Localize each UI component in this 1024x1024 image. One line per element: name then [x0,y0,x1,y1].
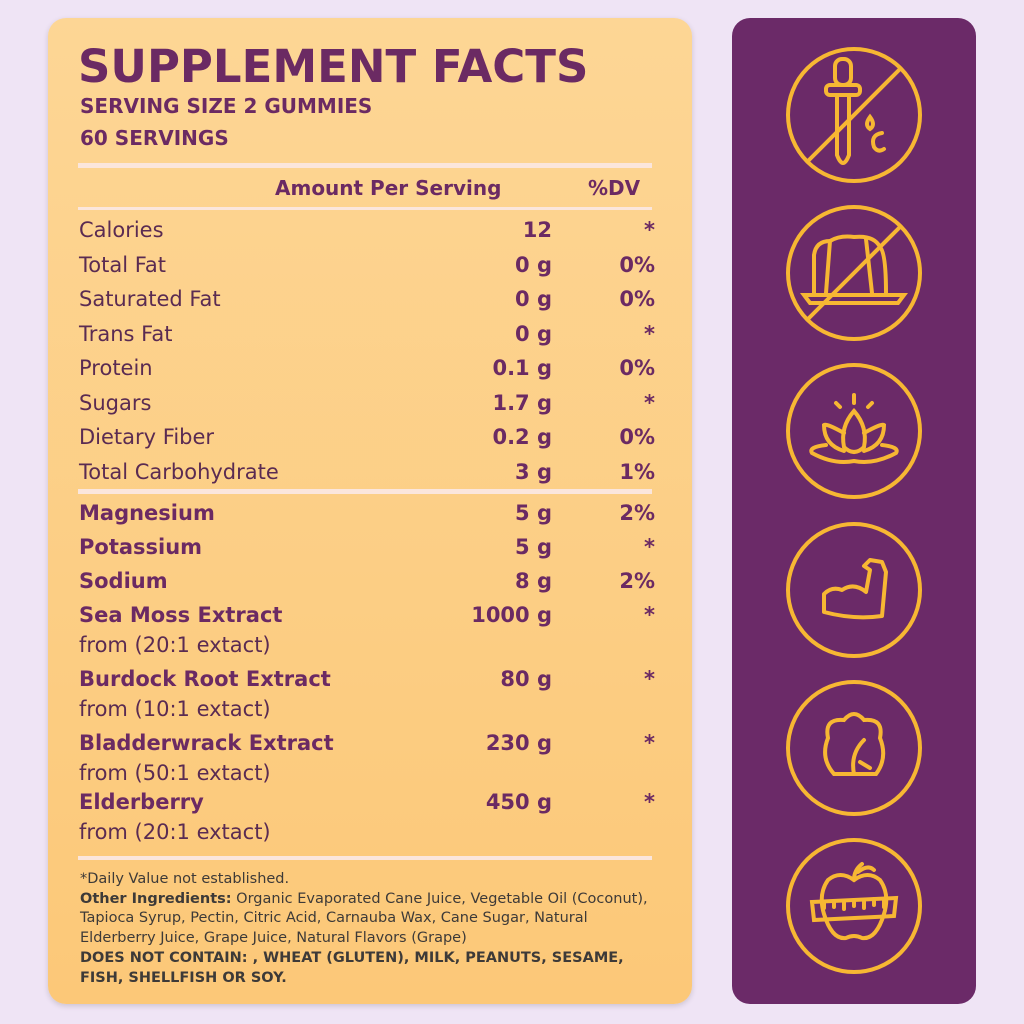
row-label: Calories [79,218,164,242]
row-dv: 2% [619,501,655,525]
row-amount: 0 g [515,322,552,346]
row-label: Total Carbohydrate [79,460,279,484]
table-row: Potassium 5 g * [79,535,655,569]
row-dv: * [644,667,655,691]
divider [78,489,652,494]
row-amount: 0.1 g [492,356,552,380]
row-amount: 3 g [515,460,552,484]
row-label: Sugars [79,391,152,415]
table-row: Sodium 8 g 2% [79,569,655,603]
row-dv: 1% [619,460,655,484]
no-gelatin-icon [786,205,922,341]
row-dv: * [644,218,655,242]
table-row: Calories 12 * [79,218,655,252]
row-label: Protein [79,356,153,380]
row-label: Elderberry [79,790,204,814]
row-label: Sea Moss Extract [79,603,283,627]
row-sublabel: from (20:1 extact) [79,633,271,657]
dv-header: %DV [588,176,641,200]
row-amount: 450 g [485,790,552,814]
divider [78,207,652,210]
row-sublabel: from (10:1 extact) [79,697,271,721]
row-dv: 2% [619,569,655,593]
row-label: Bladderwrack Extract [79,731,334,755]
row-label: Burdock Root Extract [79,667,331,691]
row-dv: 0% [619,425,655,449]
allergen-statement: DOES NOT CONTAIN: , WHEAT (GLUTEN), MILK… [80,950,624,986]
row-amount: 1000 g [471,603,552,627]
leaves-icon [786,680,922,816]
row-label: Total Fat [79,253,166,277]
other-ingredients-text: Organic Evaporated Cane Juice, Vegetable… [80,890,648,946]
row-amount: 230 g [485,731,552,755]
row-dv: 0% [619,356,655,380]
table-row: Magnesium 5 g 2% [79,501,655,535]
table-row: Bladderwrack Extract from (50:1 extact) 23… [79,731,655,785]
row-label: Sodium [79,569,168,593]
lotus-icon [786,363,922,499]
amount-header: Amount Per Serving [275,176,502,200]
dv-note: *Daily Value not established. [80,871,290,887]
muscle-arm-icon [786,522,922,658]
row-dv: 0% [619,253,655,277]
row-sublabel: from (50:1 extact) [79,761,271,785]
row-dv: * [644,535,655,559]
row-amount: 0.2 g [492,425,552,449]
row-dv: * [644,322,655,346]
row-amount: 1.7 g [492,391,552,415]
row-amount: 8 g [515,569,552,593]
row-label: Trans Fat [79,322,173,346]
row-dv: * [644,391,655,415]
divider [78,163,652,168]
table-row: Trans Fat 0 g * [79,322,655,356]
row-amount: 5 g [515,501,552,525]
table-row: Sea Moss Extract from (20:1 extact) 1000 g… [79,603,655,657]
table-row: Saturated Fat 0 g 0% [79,287,655,321]
row-label: Magnesium [79,501,215,525]
servings-count: 60 SERVINGS [80,126,229,150]
page-title: SUPPLEMENT FACTS [78,40,589,93]
table-row: Sugars 1.7 g * [79,391,655,425]
row-dv: * [644,731,655,755]
row-amount: 80 g [500,667,552,691]
row-amount: 5 g [515,535,552,559]
table-row: Total Fat 0 g 0% [79,253,655,287]
row-label: Saturated Fat [79,287,221,311]
row-amount: 0 g [515,253,552,277]
row-dv: * [644,603,655,627]
serving-size: SERVING SIZE 2 GUMMIES [80,94,373,118]
row-label: Dietary Fiber [79,425,215,449]
other-ingredients-label: Other Ingredients: [80,890,232,907]
table-row: Dietary Fiber 0.2 g 0% [79,425,655,459]
row-label: Potassium [79,535,203,559]
row-amount: 12 [522,218,552,242]
row-amount: 0 g [515,287,552,311]
row-sublabel: from (20:1 extact) [79,820,271,844]
apple-measuring-tape-icon [786,838,922,974]
divider [78,856,652,860]
supplement-facts-panel: SUPPLEMENT FACTS SERVING SIZE 2 GUMMIES … [48,18,692,1004]
footer-notes: *Daily Value not established. Other Ingr… [80,870,660,988]
feature-icons-panel [732,18,976,1004]
table-row: Protein 0.1 g 0% [79,356,655,390]
row-dv: 0% [619,287,655,311]
row-dv: * [644,790,655,814]
table-row: Total Carbohydrate 3 g 1% [79,460,655,494]
other-ingredients: Other Ingredients: Organic Evaporated Ca… [80,890,660,949]
table-row: Burdock Root Extract from (10:1 extact) 80… [79,667,655,721]
no-dropper-icon [786,47,922,183]
table-row: Elderberry from (20:1 extact) 450 g * [79,790,655,844]
